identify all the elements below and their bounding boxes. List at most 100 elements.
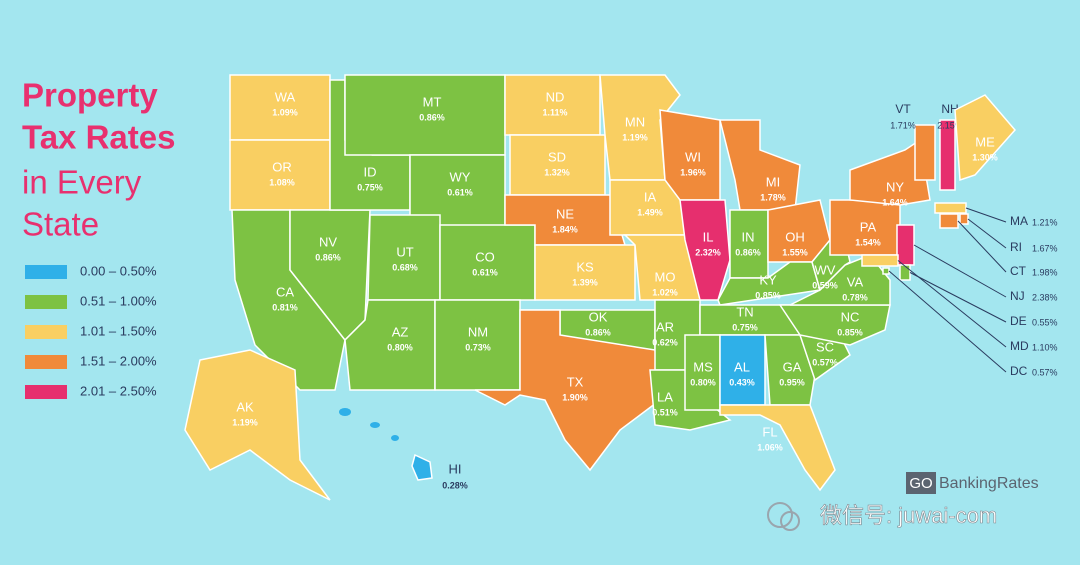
- state-rate: 0.61%: [472, 267, 498, 277]
- leader-line: [897, 260, 1007, 348]
- state-shape: [899, 264, 911, 281]
- state-code: AR: [656, 319, 674, 334]
- state-shape: [959, 213, 969, 225]
- state-code: MT: [423, 94, 442, 109]
- state-rate: 0.68%: [392, 262, 418, 272]
- state-code: VT: [895, 102, 911, 116]
- state-shape: [939, 213, 959, 229]
- state-shape: [370, 422, 380, 428]
- state-rate: 1.78%: [760, 192, 786, 202]
- state-code: RI: [1010, 240, 1022, 254]
- legend-label: 0.51 – 1.00%: [80, 293, 157, 308]
- state-rate: 1.64%: [882, 197, 908, 207]
- state-code: WI: [685, 149, 701, 164]
- state-code: MA: [1010, 214, 1028, 228]
- state-code: PA: [860, 219, 877, 234]
- state-rate: 0.86%: [585, 327, 611, 337]
- state-shape: [719, 119, 801, 211]
- state-code: KY: [759, 272, 777, 287]
- state-code: MS: [693, 359, 713, 374]
- watermark-icon: [780, 511, 800, 531]
- title-line: Tax Rates: [22, 119, 175, 156]
- state-rate: 1.30%: [972, 152, 998, 162]
- state-rate: 0.51%: [652, 407, 678, 417]
- state-rate: 1.19%: [622, 132, 648, 142]
- state-rate: 0.61%: [447, 187, 473, 197]
- watermark-icon: [767, 502, 793, 528]
- state-rate: 1.11%: [542, 107, 567, 117]
- state-shape: [896, 224, 915, 266]
- source-name: BankingRates: [939, 475, 1039, 492]
- state-code: NM: [468, 324, 488, 339]
- state-code: MO: [655, 269, 676, 284]
- state-code: ND: [546, 89, 565, 104]
- state-code: UT: [396, 244, 413, 259]
- state-code: WA: [275, 89, 296, 104]
- title-line: in Every: [22, 164, 142, 201]
- state-rate: 1.98%: [1032, 267, 1058, 277]
- state-code: NY: [886, 179, 904, 194]
- state-code: SC: [816, 339, 834, 354]
- state-rate: 1.71%: [890, 120, 916, 130]
- state-shape: [939, 119, 956, 191]
- state-rate: 1.19%: [232, 417, 258, 427]
- state-code: MN: [625, 114, 645, 129]
- state-rate: 1.67%: [1032, 243, 1058, 253]
- state-shape: [861, 254, 899, 267]
- state-code: WV: [815, 262, 836, 277]
- state-code: FL: [762, 424, 777, 439]
- state-code: OH: [785, 229, 805, 244]
- state-rate: 1.84%: [552, 224, 578, 234]
- state-code: IA: [644, 189, 657, 204]
- legend-swatch: [25, 325, 67, 339]
- state-code: NC: [841, 309, 860, 324]
- state-code: NJ: [1010, 289, 1025, 303]
- leader-line: [957, 220, 1007, 273]
- state-code: CA: [276, 284, 294, 299]
- logo-text: GO: [909, 475, 932, 492]
- state-rate: 0.62%: [652, 337, 678, 347]
- state-code: VA: [847, 274, 864, 289]
- state-shape: [849, 138, 931, 206]
- state-shape: [934, 202, 967, 214]
- state-rate: 1.06%: [757, 442, 783, 452]
- state-shape: [954, 94, 1016, 182]
- state-rate: 0.55%: [1032, 317, 1058, 327]
- state-rate: 1.90%: [562, 392, 588, 402]
- state-code: TX: [567, 374, 584, 389]
- state-code: DC: [1010, 364, 1028, 378]
- state-rate: 2.15%: [937, 120, 963, 130]
- state-shape: [764, 334, 816, 406]
- legend-label: 1.51 – 2.00%: [80, 353, 157, 368]
- state-rate: 1.96%: [680, 167, 706, 177]
- state-code: SD: [548, 149, 566, 164]
- state-shape: [717, 261, 821, 306]
- state-rate: 1.55%: [782, 247, 808, 257]
- state-rate: 0.75%: [732, 322, 758, 332]
- state-code: NH: [941, 102, 958, 116]
- leader-line: [909, 272, 1007, 323]
- state-code: OK: [589, 309, 608, 324]
- state-code: ME: [975, 134, 995, 149]
- state-rate: 0.57%: [1032, 367, 1058, 377]
- state-rate: 0.75%: [357, 182, 383, 192]
- state-code: IL: [703, 229, 714, 244]
- state-code: CO: [475, 249, 495, 264]
- title-line: State: [22, 206, 99, 243]
- state-code: HI: [449, 461, 462, 476]
- state-rate: 1.54%: [855, 237, 881, 247]
- state-code: MI: [766, 174, 780, 189]
- state-shape: [229, 139, 331, 211]
- legend-label: 0.00 – 0.50%: [80, 263, 157, 278]
- legend: 0.00 – 0.50% 0.51 – 1.00% 1.01 – 1.50% 1.51…: [25, 263, 157, 399]
- state-shape: [882, 267, 890, 275]
- state-rate: 0.95%: [779, 377, 805, 387]
- leader-line: [913, 244, 1007, 298]
- state-rate: 0.85%: [755, 290, 781, 300]
- state-rate: 0.86%: [419, 112, 445, 122]
- state-code: NV: [319, 234, 337, 249]
- state-rate: 1.09%: [272, 107, 298, 117]
- state-code: AZ: [392, 324, 409, 339]
- state-rate: 0.43%: [729, 377, 755, 387]
